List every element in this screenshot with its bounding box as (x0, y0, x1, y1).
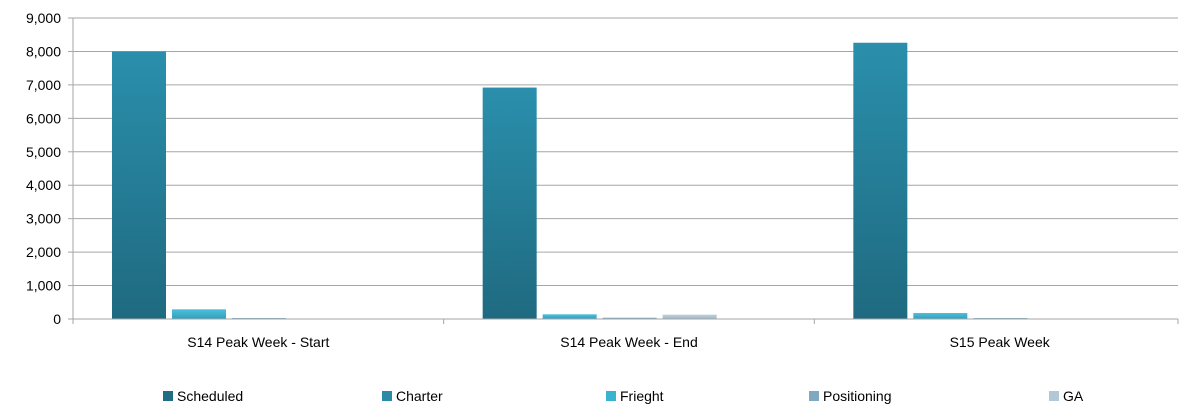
legend-label-positioning: Positioning (823, 388, 892, 404)
bar-frieght-2 (913, 312, 968, 319)
y-tick-label: 3,000 (26, 211, 61, 227)
y-tick-label: 5,000 (26, 144, 61, 160)
legend-swatch-frieght (606, 391, 616, 401)
bar-charter-2 (853, 42, 908, 319)
legend-label-charter: Charter (396, 388, 443, 404)
y-tick-label: 1,000 (26, 278, 61, 294)
y-tick-label: 9,000 (26, 10, 61, 26)
bars (112, 42, 1028, 319)
bar-charter-0 (112, 51, 166, 319)
y-axis: 0 1,000 2,000 3,000 4,000 5,000 6,000 7,000 8,00… (26, 10, 74, 327)
legend-swatch-ga (1049, 391, 1059, 401)
y-tick-label: 8,000 (26, 43, 61, 59)
bar-frieght-1 (542, 314, 597, 319)
bar-ga-1 (662, 314, 717, 319)
legend-swatch-positioning (809, 391, 819, 401)
y-tick-label: 7,000 (26, 77, 61, 93)
bar-frieght-0 (172, 309, 226, 319)
x-axis: S14 Peak Week - Start S14 Peak Week - End… (72, 318, 1179, 350)
legend-label-frieght: Frieght (620, 388, 664, 404)
gridlines (73, 17, 1178, 320)
x-tick-label: S14 Peak Week - Start (187, 334, 329, 350)
bar-charter-1 (482, 87, 537, 319)
y-tick-label: 2,000 (26, 244, 61, 260)
bar-positioning-1 (602, 317, 657, 319)
y-tick-label: 6,000 (26, 110, 61, 126)
legend-label-scheduled: Scheduled (177, 388, 243, 404)
y-tick-label: 4,000 (26, 177, 61, 193)
x-tick-label: S14 Peak Week - End (560, 334, 697, 350)
y-tick-label: 0 (53, 311, 61, 327)
x-tick-label: S15 Peak Week (950, 334, 1051, 350)
legend-swatch-charter (382, 391, 392, 401)
legend: Scheduled Charter Frieght Positioning GA (163, 388, 1084, 404)
legend-label-ga: GA (1063, 388, 1084, 404)
legend-swatch-scheduled (163, 391, 173, 401)
